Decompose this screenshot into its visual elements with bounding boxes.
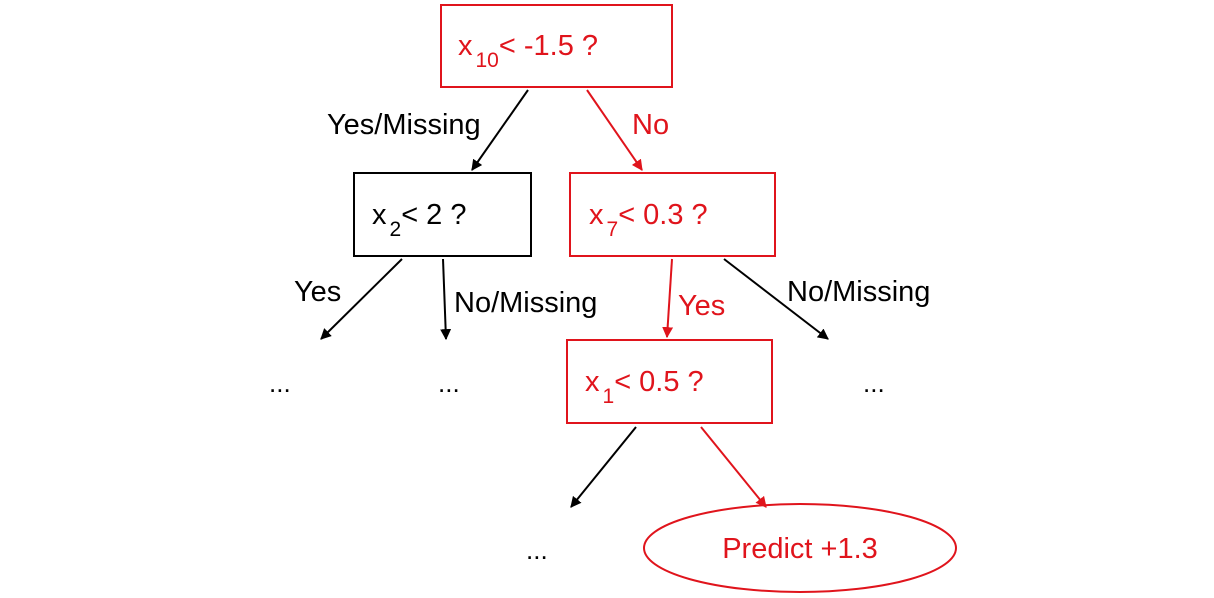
edge-root-to-right xyxy=(586,89,643,171)
left-node-box xyxy=(353,172,532,257)
edge-deep-left xyxy=(570,426,637,508)
leaf-node-ellipse xyxy=(643,503,957,593)
root-node: x 10< -1.5 ? xyxy=(440,4,673,88)
edge-deep-right xyxy=(700,426,767,508)
edge-label-root-right: No xyxy=(632,109,669,141)
leaf-node-label: Predict +1.3 xyxy=(722,533,878,565)
right-node-box xyxy=(569,172,776,257)
root-node-label: x 10< -1.5 ? xyxy=(458,30,598,72)
edge-label-right-no: No/Missing xyxy=(787,276,930,308)
leaf-node: Predict +1.3 xyxy=(643,503,957,593)
edge-label-root-left: Yes/Missing xyxy=(327,109,481,141)
ellipsis-deep-left: ... xyxy=(526,535,548,565)
left-node-label: x 2< 2 ? xyxy=(372,199,467,241)
edge-label-left-yes: Yes xyxy=(294,276,341,308)
edge-label-left-no: No/Missing xyxy=(454,287,597,319)
ellipsis-right-no: ... xyxy=(863,368,885,398)
edge-label-right-yes: Yes xyxy=(678,290,725,322)
deep-node: x 1< 0.5 ? xyxy=(566,339,773,424)
left-node: x 2< 2 ? xyxy=(353,172,532,257)
right-node: x 7< 0.3 ? xyxy=(569,172,776,257)
edge-right-yes xyxy=(662,258,674,339)
edge-right-no xyxy=(723,258,829,340)
ellipsis-left-no: ... xyxy=(438,368,460,398)
deep-node-box xyxy=(566,339,773,424)
edge-left-yes xyxy=(320,258,403,340)
root-node-box xyxy=(440,4,673,88)
edge-root-to-left xyxy=(471,89,529,171)
right-node-label: x 7< 0.3 ? xyxy=(589,199,708,241)
deep-node-label: x 1< 0.5 ? xyxy=(585,366,704,408)
ellipsis-left-yes: ... xyxy=(269,368,291,398)
edge-left-no xyxy=(440,258,452,341)
